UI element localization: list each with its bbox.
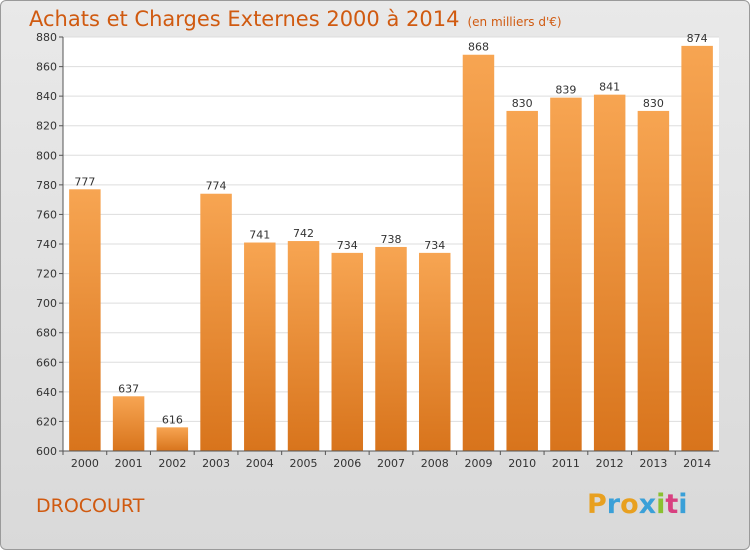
bar-value-label: 742 xyxy=(293,227,314,240)
y-axis: 600 620 640 660 680 700 720 740 760 780 800 820 840 8… xyxy=(36,31,64,458)
logo-letter: P xyxy=(587,489,607,520)
bar-value-label: 637 xyxy=(118,382,139,395)
y-tick-label: 840 xyxy=(36,90,57,103)
chart-units: (en milliers d'€) xyxy=(467,15,562,29)
y-tick-label: 740 xyxy=(36,238,57,251)
bar-value-label: 868 xyxy=(468,41,489,54)
bar-value-label: 874 xyxy=(687,32,708,45)
x-tick-label: 2007 xyxy=(377,457,405,470)
bar xyxy=(244,242,276,451)
x-tick-label: 2013 xyxy=(639,457,667,470)
y-tick-label: 720 xyxy=(36,268,57,281)
bar-value-label: 777 xyxy=(74,175,95,188)
y-tick-label: 800 xyxy=(36,149,57,162)
bar-value-label: 774 xyxy=(206,180,227,193)
x-tick-label: 2000 xyxy=(71,457,99,470)
bar xyxy=(287,241,320,451)
logo-letter: t xyxy=(665,489,679,520)
bar-value-label: 738 xyxy=(381,233,402,246)
y-tick-label: 620 xyxy=(36,415,57,428)
bar xyxy=(550,97,582,451)
x-tick-label: 2012 xyxy=(596,457,624,470)
bar-value-label: 839 xyxy=(555,84,576,97)
bar xyxy=(69,189,101,452)
bar xyxy=(593,94,626,452)
y-tick-label: 640 xyxy=(36,386,57,399)
bar-value-label: 616 xyxy=(162,413,183,426)
y-tick-label: 760 xyxy=(36,208,57,221)
bar xyxy=(681,45,713,451)
x-axis: 2000 2001 2002 2003 2004 2005 2006 2007 2008 2009… xyxy=(62,450,719,470)
y-tick-label: 780 xyxy=(36,179,57,192)
y-tick-label: 880 xyxy=(36,31,57,44)
bar xyxy=(637,110,670,451)
chart-title-text: Achats et Charges Externes 2000 à 2014 xyxy=(29,7,460,31)
bar-value-label: 830 xyxy=(643,97,664,110)
bar xyxy=(112,396,145,451)
y-tick-label: 680 xyxy=(36,327,57,340)
y-tick-label: 700 xyxy=(36,297,57,310)
x-tick-label: 2003 xyxy=(202,457,230,470)
x-tick-label: 2010 xyxy=(508,457,536,470)
bar-value-label: 841 xyxy=(599,81,620,94)
bar xyxy=(375,246,407,451)
x-tick-label: 2006 xyxy=(333,457,361,470)
y-tick-label: 820 xyxy=(36,120,57,133)
chart-title: Achats et Charges Externes 2000 à 2014 (e… xyxy=(29,7,562,31)
x-tick-label: 2002 xyxy=(158,457,186,470)
logo-letter: x xyxy=(638,489,657,520)
bar-value-label: 830 xyxy=(512,97,533,110)
bar xyxy=(418,252,451,451)
bar xyxy=(462,54,495,451)
y-tick-label: 600 xyxy=(36,445,57,458)
bar-value-label: 734 xyxy=(337,239,358,252)
commune-name: DROCOURT xyxy=(36,495,145,517)
logo-letter: r xyxy=(606,489,621,520)
bar xyxy=(506,110,538,451)
bars: 777 637 616 774 741 742 734 738 734 868 830 839 841 8… xyxy=(69,32,713,452)
proxiti-logo: Proxiti xyxy=(587,489,688,520)
bar-value-label: 741 xyxy=(249,229,270,242)
bar xyxy=(156,427,189,451)
x-tick-label: 2001 xyxy=(115,457,143,470)
x-tick-label: 2005 xyxy=(290,457,318,470)
logo-letter: i xyxy=(656,489,666,520)
x-tick-label: 2009 xyxy=(464,457,492,470)
x-tick-label: 2011 xyxy=(552,457,580,470)
bar xyxy=(331,252,364,451)
logo-letter: i xyxy=(678,489,688,520)
y-tick-label: 660 xyxy=(36,356,57,369)
bar-value-label: 734 xyxy=(424,239,445,252)
logo-letter: o xyxy=(620,489,639,520)
y-tick-label: 860 xyxy=(36,61,57,74)
x-tick-label: 2014 xyxy=(683,457,711,470)
bar xyxy=(200,193,232,451)
x-tick-label: 2008 xyxy=(421,457,449,470)
x-tick-label: 2004 xyxy=(246,457,274,470)
